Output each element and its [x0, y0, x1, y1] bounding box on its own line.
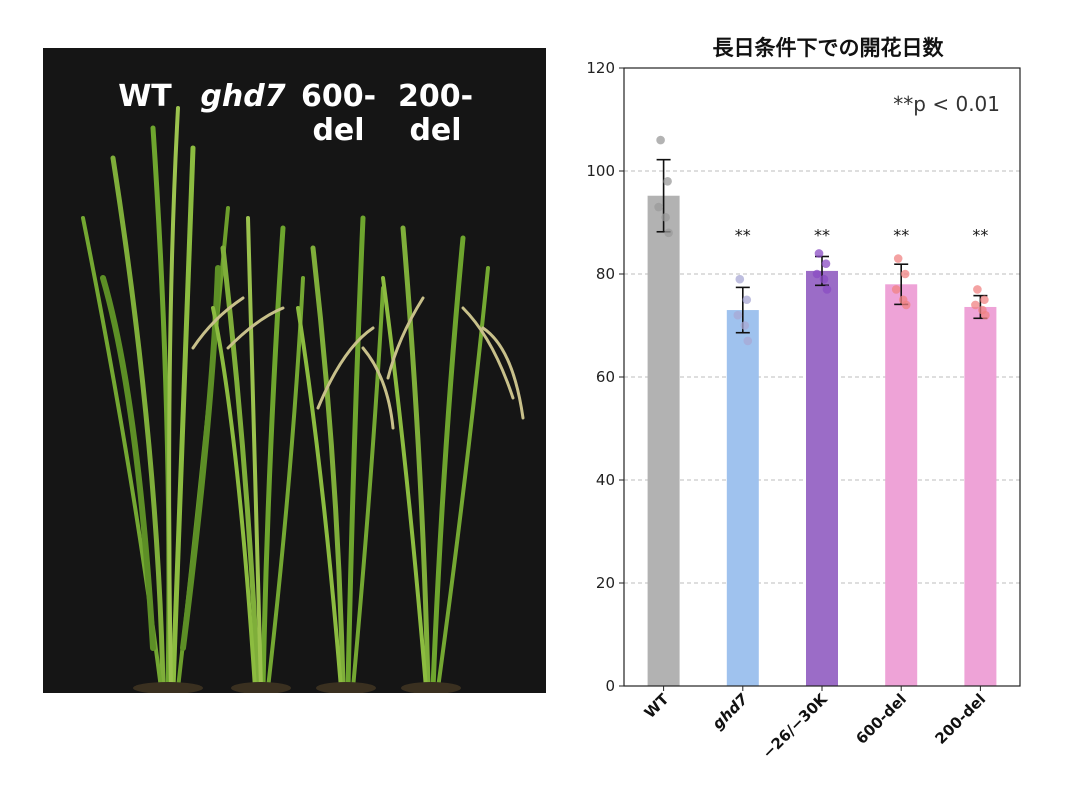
- data-point: [661, 213, 670, 222]
- plant-600del: [296, 215, 395, 691]
- rice-plants-photo: [43, 48, 546, 693]
- data-point: [656, 135, 665, 145]
- data-point: [901, 300, 911, 310]
- y-tick-label: 40: [596, 471, 615, 489]
- data-point: [814, 249, 824, 258]
- significance-mark: **: [972, 226, 988, 245]
- data-point: [735, 274, 745, 284]
- data-point: [973, 285, 982, 294]
- data-point: [743, 336, 753, 346]
- y-tick-label: 80: [596, 265, 615, 283]
- data-point: [822, 285, 832, 294]
- y-tick-label: 60: [596, 368, 615, 386]
- chart-title: 長日条件下での開花日数: [713, 36, 945, 60]
- y-tick-label: 0: [605, 677, 615, 695]
- x-tick-label: WT: [641, 690, 673, 722]
- x-tick-label: −26/−30K: [759, 689, 832, 762]
- data-point: [891, 285, 901, 294]
- plant-wt: [81, 106, 230, 691]
- data-point: [742, 295, 752, 305]
- x-tick-label: ghd7: [709, 690, 752, 733]
- significance-mark: **: [814, 226, 830, 245]
- data-point: [981, 310, 990, 320]
- data-point: [980, 295, 989, 305]
- significance-mark: **: [735, 226, 751, 245]
- data-point: [663, 177, 672, 186]
- flowering-days-chart: 長日条件下での開花日数 ** ** ** ** 0 20 40 60 80 100 120 WT g…: [586, 36, 1021, 762]
- data-point: [733, 310, 743, 320]
- bar-3: [885, 284, 918, 686]
- x-tick-label: 200-del: [932, 690, 990, 748]
- y-tick-label: 100: [586, 162, 615, 180]
- data-point: [821, 259, 831, 269]
- plot-frame: [623, 67, 1021, 687]
- significance-mark: **: [893, 226, 909, 245]
- data-point: [900, 269, 910, 279]
- bar-2: [806, 270, 838, 686]
- data-point: [664, 228, 673, 238]
- data-point: [654, 202, 663, 212]
- data-point: [812, 269, 822, 279]
- y-tick-label: 20: [596, 574, 615, 592]
- data-point: [893, 254, 903, 263]
- x-tick-label: 600-del: [852, 690, 910, 748]
- data-point: [740, 321, 750, 330]
- bar-4: [964, 306, 997, 686]
- bar-1: [726, 310, 759, 686]
- significance-annotation: **p < 0.01: [893, 92, 1000, 116]
- y-tick-label: 120: [586, 59, 615, 77]
- data-point: [819, 274, 829, 284]
- data-point: [971, 300, 980, 310]
- plant-200del: [381, 225, 525, 691]
- bar-0: [647, 195, 680, 686]
